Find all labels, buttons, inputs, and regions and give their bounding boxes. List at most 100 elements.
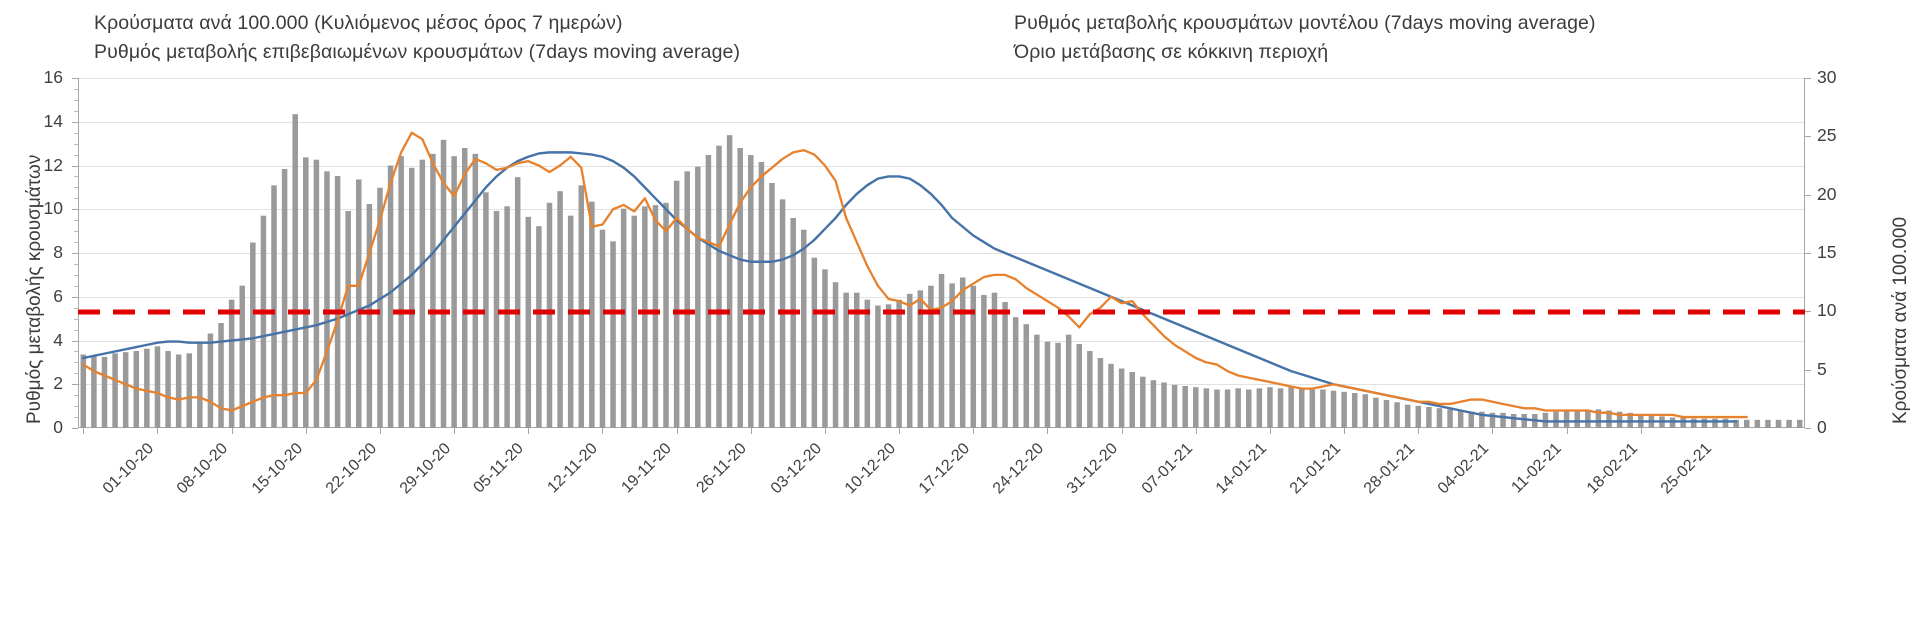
bar	[101, 356, 108, 428]
bar	[1129, 372, 1135, 428]
bar	[1616, 411, 1623, 428]
y-tick-mark-minor-left	[74, 231, 78, 233]
bar	[1468, 411, 1475, 428]
y-tick-mark-minor-left	[74, 143, 78, 145]
y-tick-mark-minor-left	[74, 132, 78, 134]
y-tick-mark-right	[1805, 136, 1811, 138]
legend-label-confirmed-rate: Ρυθμός μεταβολής επιβεβαιωμένων κρουσμάτ…	[94, 41, 741, 63]
y-axis-title-left: Ρυθμός μεταβολής κρουσμάτων	[24, 154, 45, 424]
y-tick-label-left: 4	[53, 329, 63, 350]
y-tick-label-left: 10	[43, 198, 63, 219]
bar	[705, 155, 712, 428]
y-tick-mark-minor-left	[74, 329, 78, 331]
bar	[758, 162, 765, 428]
legend-label-cases-per-100k: Κρούσματα ανά 100.000 (Κυλιόμενος μέσος …	[94, 12, 623, 34]
bar	[218, 323, 224, 428]
x-tick-mark	[528, 428, 530, 434]
x-tick-mark	[1492, 428, 1494, 434]
bar	[1076, 344, 1082, 428]
bar	[1383, 400, 1390, 428]
bar	[684, 171, 690, 428]
bar	[1182, 386, 1188, 428]
bar	[451, 156, 457, 429]
bar	[1733, 419, 1739, 428]
x-tick-mark	[676, 428, 678, 434]
bar	[695, 166, 701, 429]
x-tick-mark	[973, 428, 975, 434]
x-tick-label: 04-02-21	[1435, 440, 1493, 498]
y-tick-mark-minor-left	[74, 395, 78, 397]
x-tick-label: 12-11-20	[544, 440, 602, 497]
bar	[525, 216, 532, 428]
bar	[949, 283, 955, 428]
bar	[1362, 394, 1369, 428]
bar	[1023, 324, 1030, 428]
bar	[652, 205, 659, 428]
bar	[1457, 410, 1464, 428]
y-tick-label-right: 20	[1817, 183, 1837, 204]
y-tick-mark-left	[72, 209, 78, 211]
y-tick-mark-minor-left	[74, 187, 78, 189]
y-axis-title-right: Κρούσματα ανά 100.000	[1890, 216, 1911, 424]
y-tick-label-left: 8	[53, 242, 63, 262]
y-tick-mark-minor-left	[74, 362, 78, 364]
bar	[387, 165, 394, 428]
bar	[1055, 342, 1061, 428]
x-tick-mark	[305, 428, 307, 434]
bar	[610, 241, 616, 428]
bar	[1065, 334, 1072, 428]
bar	[875, 305, 881, 428]
bar	[1722, 418, 1729, 428]
bar	[260, 215, 267, 428]
bar	[1373, 397, 1379, 428]
bar	[917, 290, 924, 428]
bar	[578, 185, 585, 428]
bar	[207, 333, 214, 428]
x-tick-mark	[83, 428, 85, 434]
x-tick-mark	[1344, 428, 1346, 434]
bar	[885, 304, 892, 428]
gridline	[78, 78, 1805, 79]
y-tick-mark-left	[72, 340, 78, 342]
x-tick-label: 21-01-21	[1286, 440, 1345, 498]
bar	[1436, 408, 1443, 428]
x-tick-mark	[899, 428, 901, 434]
bar	[1044, 341, 1051, 428]
y-tick-mark-left	[72, 428, 78, 429]
bar	[1097, 358, 1104, 428]
y-tick-mark-right	[1805, 369, 1811, 371]
bar	[801, 229, 807, 428]
y-tick-label-right: 10	[1817, 300, 1837, 321]
bar	[620, 208, 627, 428]
x-tick-mark	[824, 428, 826, 434]
bar	[938, 274, 945, 428]
bar	[959, 277, 966, 428]
x-tick-mark	[231, 428, 233, 434]
bar	[154, 346, 161, 428]
plot-area	[78, 78, 1805, 429]
x-tick-label: 05-11-20	[470, 440, 528, 497]
bar	[599, 229, 606, 428]
bar	[292, 114, 298, 429]
y-tick-mark-minor-left	[74, 373, 78, 375]
x-tick-label: 08-10-20	[174, 440, 232, 498]
line-series-confirmed-rate	[82, 131, 1748, 419]
bar	[461, 148, 468, 428]
bar	[1743, 419, 1750, 428]
bar	[1341, 391, 1347, 428]
bar	[1267, 387, 1273, 428]
bar	[1404, 404, 1411, 428]
bar	[790, 218, 796, 428]
bar	[1224, 389, 1231, 428]
bar	[896, 299, 902, 428]
x-tick-label: 25-02-21	[1657, 440, 1715, 498]
bar	[1510, 414, 1517, 428]
gridline	[78, 165, 1805, 167]
x-tick-mark	[1195, 428, 1197, 434]
bar	[313, 159, 320, 429]
bar	[546, 202, 553, 428]
gridline	[78, 121, 1805, 123]
x-tick-mark	[1121, 428, 1123, 434]
y-tick-mark-left	[72, 384, 78, 386]
y-tick-mark-left	[72, 121, 78, 123]
